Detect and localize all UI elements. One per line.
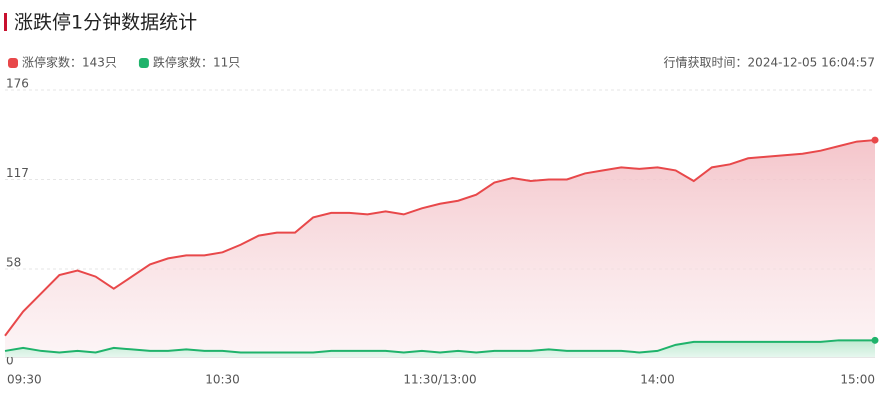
fetch-time: 行情获取时间：2024-12-05 16:04:57 bbox=[664, 56, 875, 70]
legend-swatch bbox=[138, 58, 149, 68]
chart-title: 涨跌停1分钟数据统计 bbox=[14, 12, 197, 34]
line bbox=[4, 139, 876, 337]
y-tick-label: 176 bbox=[6, 77, 29, 91]
legend-count: ：11只 bbox=[201, 56, 240, 70]
legend-label: 跌停家数 bbox=[153, 55, 201, 70]
area bbox=[5, 340, 875, 357]
area bbox=[5, 140, 875, 357]
y-tick-label: 117 bbox=[6, 166, 29, 180]
x-tick-label: 09:30 bbox=[7, 373, 42, 387]
legend-count: ：143只 bbox=[70, 56, 117, 70]
legend-swatch bbox=[8, 58, 18, 68]
end-point bbox=[871, 136, 879, 144]
line bbox=[4, 339, 875, 354]
y-tick-label: 0 bbox=[6, 354, 14, 368]
x-tick-label: 14:00 bbox=[640, 373, 675, 387]
x-tick-label: 15:00 bbox=[840, 373, 875, 387]
title-bar bbox=[4, 13, 7, 31]
x-tick-label: 11:30/13:00 bbox=[403, 373, 476, 387]
end-point bbox=[871, 336, 879, 344]
x-tick-label: 10:30 bbox=[205, 373, 240, 387]
legend-label: 涨停家数 bbox=[22, 55, 70, 70]
y-tick-label: 58 bbox=[6, 256, 21, 270]
